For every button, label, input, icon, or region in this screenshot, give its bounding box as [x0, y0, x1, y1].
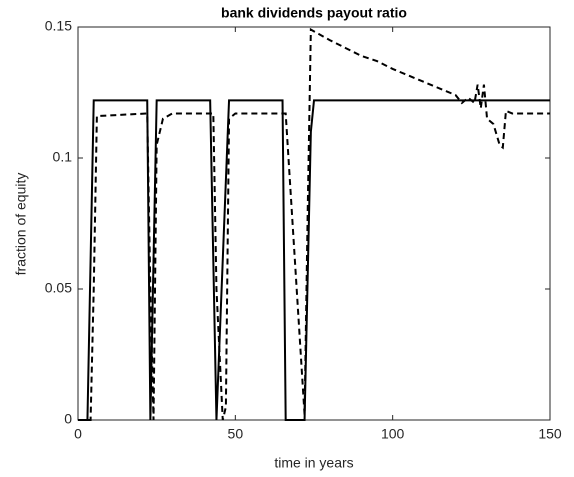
series-line [78, 99, 550, 421]
series-line [78, 27, 550, 421]
x-tick-label: 150 [538, 426, 562, 442]
x-axis-label: time in years [274, 455, 353, 471]
y-tick-label: 0.05 [45, 280, 72, 296]
chart-title: bank dividends payout ratio [221, 5, 407, 21]
y-tick-label: 0 [64, 411, 72, 427]
y-axis-label: fraction of equity [13, 173, 29, 276]
x-tick-label: 100 [381, 426, 405, 442]
x-tick-label: 50 [228, 426, 244, 442]
y-tick-label: 0.15 [45, 18, 72, 34]
y-tick-label: 0.1 [53, 149, 73, 165]
axes-box [77, 26, 551, 421]
x-tick-label: 0 [74, 426, 82, 442]
